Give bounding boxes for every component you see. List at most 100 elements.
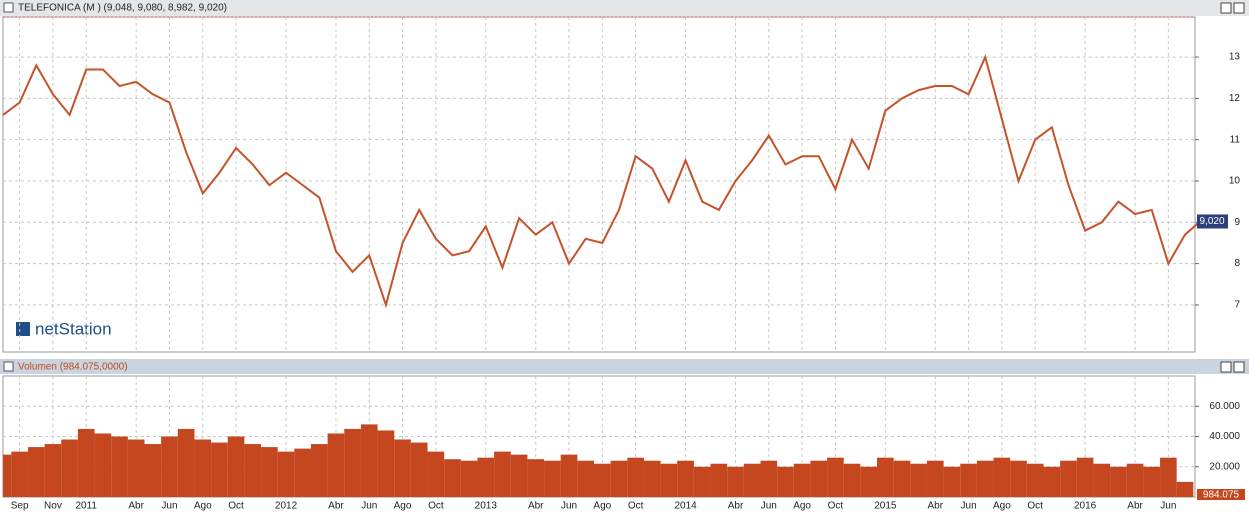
volume-bar — [177, 428, 195, 497]
volume-bar — [1076, 457, 1094, 497]
y-tick-label: 60.000 — [1209, 401, 1240, 412]
y-tick-label: 20.000 — [1209, 461, 1240, 472]
price-title: TELEFONICA (M ) (9,048, 9,080, 8,982, 9,… — [18, 3, 227, 14]
volume-bar — [727, 466, 744, 497]
x-tick-label: Sep — [11, 501, 29, 512]
volume-bar — [810, 460, 828, 497]
x-tick-label: Jun — [761, 501, 777, 512]
volume-bar — [1026, 463, 1044, 497]
close-button[interactable] — [1233, 2, 1245, 14]
volume-bar — [1010, 460, 1027, 497]
x-tick-label: Ago — [394, 501, 412, 512]
volume-bar — [77, 428, 95, 497]
last-volume-label: 984.075 — [1203, 490, 1240, 501]
volume-bar — [976, 460, 994, 497]
volume-bar — [993, 457, 1011, 497]
volume-bar — [627, 457, 644, 497]
x-tick-label: Ago — [793, 501, 811, 512]
x-tick-label: Abr — [328, 501, 344, 512]
volume-bar — [277, 451, 295, 497]
x-tick-label: 2015 — [874, 501, 897, 512]
volume-bar — [693, 466, 711, 497]
volume-title-bar — [0, 359, 1249, 374]
x-tick-label: Oct — [628, 501, 644, 512]
volume-bar — [410, 442, 428, 497]
volume-bar — [394, 439, 411, 497]
volume-bar — [510, 454, 528, 497]
x-tick-label: Ago — [593, 501, 611, 512]
current-value-box — [1197, 214, 1228, 229]
volume-bar — [1126, 463, 1144, 497]
maximize-button[interactable] — [1220, 361, 1232, 373]
volume-bar — [560, 454, 578, 497]
volume-bar — [877, 457, 894, 497]
volume-bar — [677, 460, 694, 497]
volume-bar — [427, 451, 445, 497]
volume-bar — [227, 436, 245, 497]
title-bar — [0, 0, 1249, 16]
volume-bar — [1060, 460, 1077, 497]
volume-bar — [1043, 466, 1061, 497]
x-tick-label: 2011 — [75, 501, 97, 512]
volume-bar — [643, 460, 661, 497]
current-value-label: 9,020 — [1199, 216, 1224, 227]
logo-mark — [16, 322, 30, 336]
volume-bar — [44, 444, 62, 497]
x-tick-label: Oct — [828, 501, 844, 512]
volume-bar — [710, 463, 728, 497]
x-tick-label: Ago — [993, 501, 1011, 512]
close-button[interactable] — [1233, 361, 1245, 373]
volume-bar — [527, 459, 545, 497]
x-tick-label: Jun — [561, 501, 577, 512]
volume-bar — [1110, 466, 1127, 497]
x-tick-label: Abr — [728, 501, 744, 512]
y-tick-label: 11 — [1230, 134, 1241, 145]
volume-bar — [910, 463, 927, 497]
window-icon — [3, 361, 14, 372]
volume-title: Volumen (984.075,0000) — [18, 362, 128, 373]
volume-bar — [344, 428, 361, 497]
volume-bar — [194, 439, 212, 497]
volume-bar — [760, 460, 778, 497]
volume-bar — [244, 444, 262, 497]
volume-bar — [327, 433, 345, 497]
y-tick-label: 9 — [1234, 217, 1240, 228]
x-tick-label: Jun — [1160, 501, 1176, 512]
volume-bar — [577, 460, 595, 497]
x-tick-label: Abr — [928, 501, 944, 512]
x-tick-label: 2014 — [674, 501, 697, 512]
volume-bar — [544, 460, 561, 497]
last-volume-box — [1197, 489, 1245, 500]
volume-bar — [594, 463, 611, 497]
y-tick-label: 40.000 — [1209, 431, 1240, 442]
volume-bar — [294, 448, 311, 497]
maximize-button[interactable] — [1220, 2, 1232, 14]
y-tick-label: 12 — [1229, 93, 1241, 104]
volume-bar — [827, 457, 844, 497]
price-line — [2, 54, 1201, 309]
x-tick-label: Ago — [194, 501, 212, 512]
volume-bar — [1093, 463, 1111, 497]
x-tick-label: Jun — [161, 501, 177, 512]
volume-bar — [3, 454, 12, 497]
y-tick-label: 13 — [1229, 52, 1241, 63]
volume-bar — [1143, 466, 1161, 497]
volume-bar — [494, 451, 511, 497]
volume-bar — [144, 444, 162, 497]
volume-bar — [360, 424, 378, 497]
x-tick-label: Abr — [128, 501, 144, 512]
x-tick-label: 2016 — [1074, 501, 1097, 512]
x-tick-label: Abr — [1127, 501, 1143, 512]
x-tick-label: Jun — [961, 501, 977, 512]
logo-text: netStation — [35, 319, 112, 338]
x-tick-label: Nov — [44, 501, 62, 512]
volume-bar — [11, 451, 28, 497]
volume-bar — [893, 460, 911, 497]
volume-bar — [660, 463, 678, 497]
x-tick-label: Oct — [1027, 501, 1043, 512]
volume-bar — [477, 457, 495, 497]
volume-bar — [161, 436, 178, 497]
volume-bar — [943, 466, 961, 497]
